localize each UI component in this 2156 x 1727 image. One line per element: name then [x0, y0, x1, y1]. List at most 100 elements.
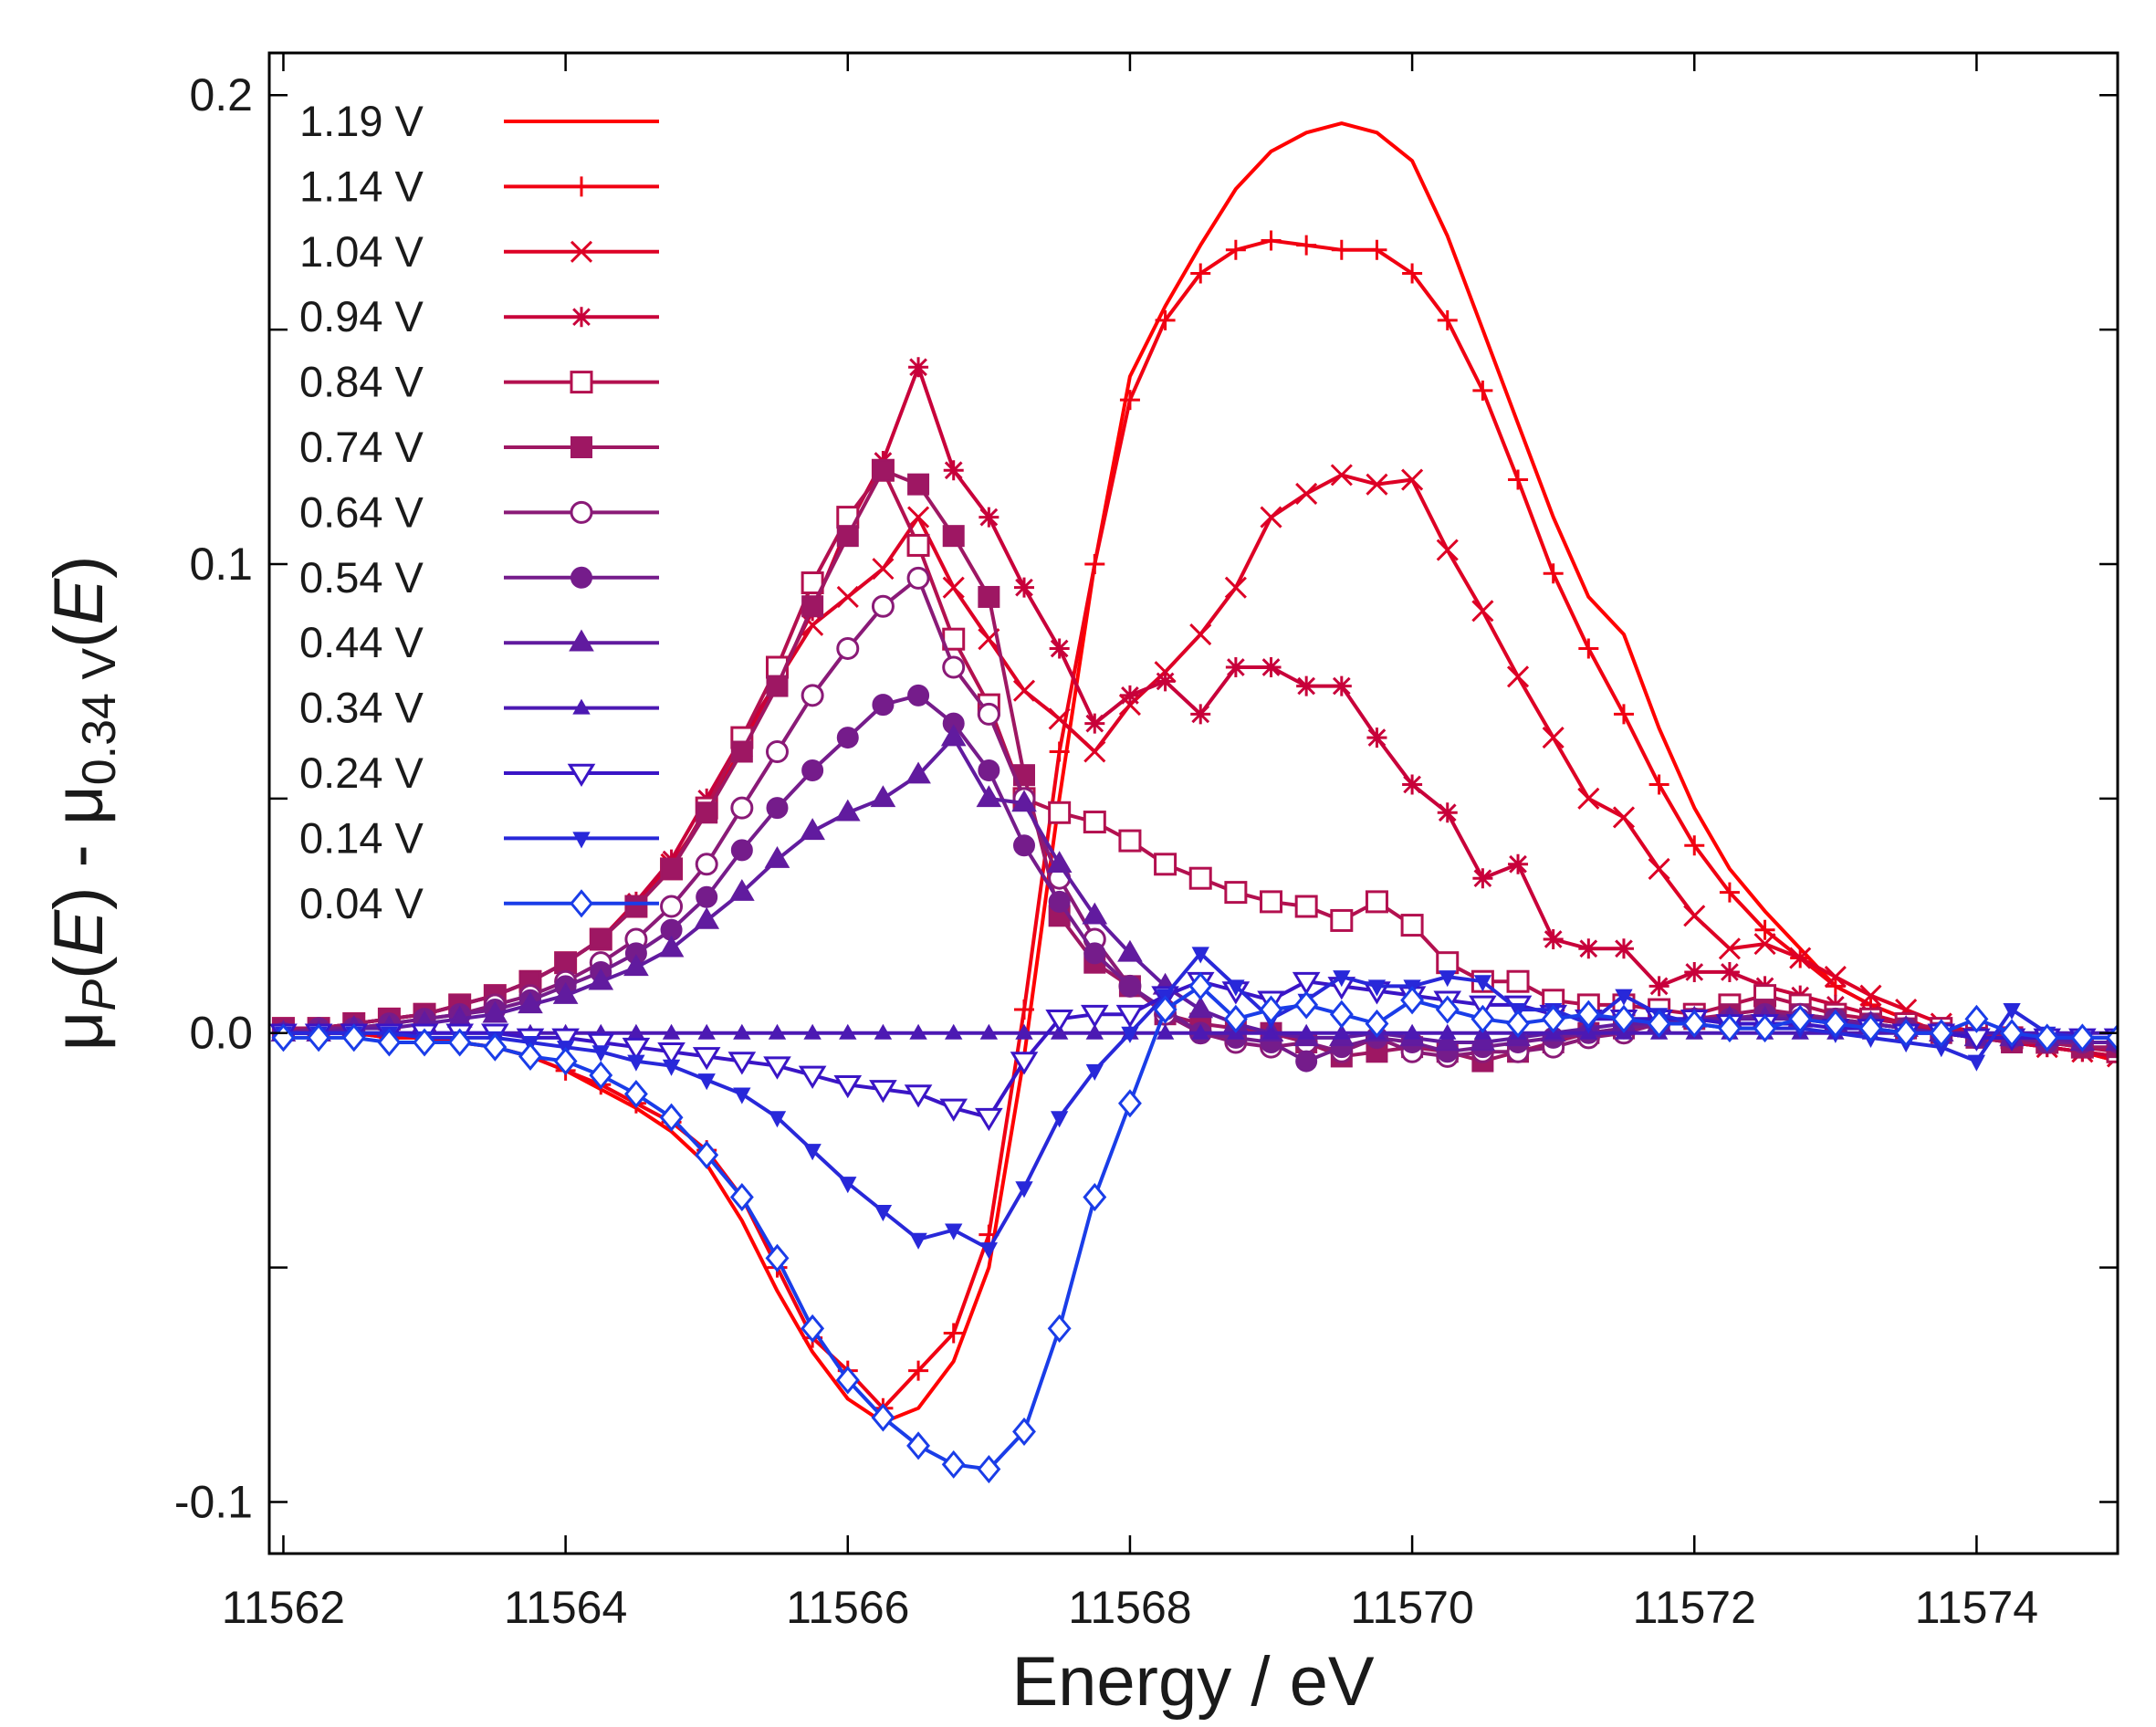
legend-swatch-marker — [571, 176, 591, 197]
data-point — [1010, 1052, 1039, 1075]
data-point — [696, 885, 718, 908]
y-title-mu2: μ — [40, 785, 118, 825]
data-point — [979, 507, 1000, 528]
data-point — [1543, 563, 1564, 584]
data-point — [1648, 857, 1670, 880]
series-1-19-V-group — [283, 121, 2118, 1425]
data-point — [1224, 576, 1247, 599]
data-point — [1612, 1004, 1636, 1033]
data-point — [1083, 740, 1106, 763]
data-point — [1155, 671, 1176, 692]
data-point — [1719, 961, 1740, 982]
data-point — [1261, 1023, 1281, 1040]
data-point — [1330, 908, 1354, 932]
legend-entry: 0.34 V — [299, 684, 659, 732]
data-point — [730, 796, 754, 820]
data-point — [1506, 665, 1530, 688]
data-point — [1648, 976, 1669, 997]
data-point — [939, 1098, 968, 1122]
data-point — [1190, 263, 1211, 284]
data-point — [1929, 1019, 1953, 1048]
data-point — [1296, 235, 1317, 256]
legend-entry: 0.44 V — [299, 618, 659, 666]
data-point — [1331, 675, 1352, 696]
data-point — [694, 906, 720, 929]
data-point — [1436, 539, 1459, 561]
data-point — [839, 1177, 857, 1194]
data-point — [1508, 853, 1529, 874]
legend-label: 0.14 V — [299, 813, 424, 862]
data-point — [1859, 984, 1882, 1007]
data-point — [1541, 1004, 1565, 1033]
data-point — [1613, 938, 1634, 959]
y-axis-title: μP(E) - μ0.34 V(E) — [40, 556, 126, 1052]
x-tick-label: 11574 — [1915, 1582, 2038, 1633]
data-point — [1188, 866, 1212, 890]
data-point — [730, 740, 753, 763]
data-point — [836, 525, 859, 548]
data-point — [553, 1047, 578, 1076]
data-point — [979, 1023, 999, 1040]
data-point — [942, 655, 966, 679]
data-point — [1648, 774, 1669, 795]
data-point — [1472, 868, 1493, 889]
data-point — [727, 1052, 757, 1075]
legend-swatch-marker — [572, 832, 591, 849]
data-point — [1470, 1004, 1495, 1033]
data-point — [413, 1028, 436, 1057]
data-point — [662, 1023, 681, 1040]
data-point — [1333, 970, 1351, 988]
data-point — [975, 1107, 1003, 1132]
data-point — [1403, 1023, 1421, 1040]
legend-label: 0.64 V — [299, 487, 424, 536]
data-point — [906, 566, 930, 590]
data-point — [1365, 890, 1388, 914]
data-point — [803, 1023, 822, 1040]
axis-ticks: 11562 11564 11566 11568 11570 11572 11574 -0.1 0… — [174, 53, 2118, 1633]
series-line — [283, 238, 2118, 1410]
legend-entry: 0.64 V — [299, 487, 659, 536]
data-point — [909, 1232, 927, 1250]
data-point — [692, 1047, 721, 1071]
data-point — [1156, 1023, 1175, 1040]
series-1-14-V-group — [273, 230, 2118, 1418]
legend-label: 0.44 V — [299, 618, 424, 666]
data-point — [872, 558, 895, 581]
data-point — [765, 1243, 790, 1272]
data-point — [1437, 309, 1458, 330]
data-point — [906, 1431, 931, 1460]
data-point — [1434, 1029, 1460, 1052]
data-point — [1047, 1314, 1072, 1343]
data-point — [1015, 1023, 1033, 1040]
data-point — [552, 981, 579, 1004]
data-point — [1223, 1004, 1248, 1033]
data-point — [1259, 995, 1283, 1024]
data-point — [1439, 1023, 1457, 1040]
y-title-e2: E — [40, 578, 118, 625]
data-point — [1119, 685, 1140, 706]
legend-entry: 0.84 V — [299, 358, 659, 406]
data-point — [801, 759, 824, 782]
data-point — [1297, 1023, 1315, 1040]
data-point — [942, 525, 965, 548]
data-point — [660, 857, 683, 880]
data-point — [1084, 553, 1105, 574]
data-point — [1471, 600, 1494, 623]
data-point — [976, 785, 1002, 808]
data-point — [978, 759, 1000, 782]
data-point — [554, 951, 577, 974]
data-point — [834, 799, 861, 822]
data-point — [835, 1366, 860, 1395]
data-point — [1858, 1014, 1883, 1043]
y-title-paren2: ( — [40, 625, 118, 648]
y-title-sub1: P — [73, 979, 126, 1011]
data-point — [766, 675, 789, 697]
data-point — [658, 935, 685, 958]
data-point — [697, 1023, 716, 1040]
data-point — [1753, 1014, 1777, 1043]
data-point — [1084, 713, 1105, 734]
data-point — [941, 1450, 966, 1479]
x-tick-label: 11570 — [1350, 1582, 1473, 1633]
data-point — [1684, 835, 1705, 856]
data-point — [657, 1041, 686, 1066]
